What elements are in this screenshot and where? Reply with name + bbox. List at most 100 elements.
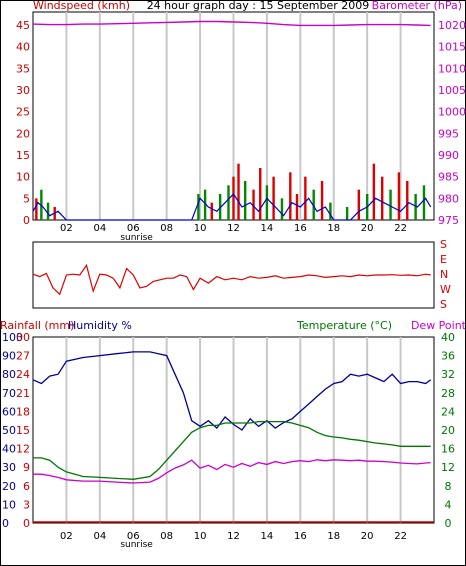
rain-y-tick-label: 9 [23,461,30,474]
temp-x-tick-label: 20 [361,531,374,542]
wind-gust-bar [345,207,349,220]
wind-gust-bar [312,189,315,220]
humidity-y-tick-label: 70 [2,387,16,400]
baro-y-tick-label: 1000 [438,106,466,119]
wind-gust-bar [203,189,207,220]
wind-gust-bar [243,181,247,220]
baro-y-tick-label: 975 [438,214,459,227]
wind-gust-bar [252,189,255,220]
wind-gust-bar [210,202,213,220]
wind-gust-bar [389,189,392,220]
wind-gust-bar [197,194,200,220]
temp-axis-title: Temperature (°C) [296,319,392,332]
dewpoint-line [33,459,431,484]
temp-x-tick-label: 06 [127,531,140,542]
wind-gust-bar [329,202,332,220]
rain-y-tick-label: 15 [16,424,30,437]
baro-y-tick-label: 985 [438,171,459,184]
temp-y-tick-label: 4 [445,498,452,511]
wind-sunrise-label: sunrise [120,233,153,243]
wind-gust-bar [280,198,284,220]
wind-y-tick-label: 20 [16,127,30,140]
temp-y-tick-label: 32 [441,368,455,381]
wind-gust-bar [422,185,426,220]
wind-gust-bar [357,189,361,220]
rain-y-tick-label: 0 [23,517,30,530]
humidity-y-tick-label: 40 [2,443,16,456]
humidity-axis-title: Humidity % [68,319,132,332]
wind-gust-bar [227,185,230,220]
wind-y-tick-label: 35 [16,62,30,75]
wind-x-tick-label: 12 [227,223,240,234]
temp-x-tick-label: 16 [294,531,307,542]
direction-compass-label: W [440,283,451,296]
wind-gust-bar [397,172,401,220]
temp-y-tick-label: 20 [441,424,455,437]
wind-y-tick-label: 45 [16,19,30,32]
wind-gust-bar [414,194,417,220]
wind-gust-bar [232,176,235,220]
direction-compass-label: S [440,238,447,251]
humidity-y-tick-label: 60 [2,405,16,418]
direction-compass-label: N [440,268,448,281]
wind-y-tick-label: 30 [16,84,30,97]
wind-gust-bar [237,163,240,220]
temp-x-tick-label: 08 [160,531,173,542]
temp-y-tick-label: 0 [445,517,452,530]
temp-x-tick-label: 12 [227,531,240,542]
rain-y-tick-label: 24 [16,368,30,381]
wind-gust-bar [372,163,376,220]
temp-y-tick-label: 8 [445,480,452,493]
wind-gust-bar [381,176,384,220]
wind-x-tick-label: 02 [60,223,73,234]
temperature-line [33,420,431,480]
baro-y-tick-label: 990 [438,149,459,162]
baro-y-tick-label: 1005 [438,84,466,97]
wind-x-tick-label: 04 [93,223,106,234]
wind-gust-bar [406,181,409,220]
temp-x-tick-label: 02 [60,531,73,542]
humidity-y-tick-label: 20 [2,480,16,493]
rain-y-tick-label: 18 [16,405,30,418]
wind-gust-bar [35,198,38,220]
wind-x-tick-label: 16 [294,223,307,234]
humidity-y-tick-label: 10 [2,498,16,511]
wind-y-tick-label: 40 [16,41,30,54]
wind-x-tick-label: 08 [160,223,173,234]
wind-average-line [32,193,432,221]
humidity-y-tick-label: 0 [2,517,9,530]
temp-x-tick-label: 22 [394,531,407,542]
wind-x-tick-label: 14 [261,223,274,234]
humidity-y-tick-label: 90 [2,350,16,363]
wind-gust-bar [295,194,299,220]
wind-gust-bar [272,176,275,220]
barometer-line [32,20,431,27]
temp-y-tick-label: 12 [441,461,455,474]
rain-axis-title: Rainfall (mm) [0,319,74,332]
temp-y-tick-label: 28 [441,387,455,400]
baro-y-tick-label: 995 [438,127,459,140]
dewpoint-axis-title: Dew Point [411,319,466,332]
wind-gust-bar [46,202,50,220]
temp-y-tick-label: 16 [441,443,455,456]
baro-y-tick-label: 980 [438,192,459,205]
humidity-y-tick-label: 30 [2,461,16,474]
baro-axis-title: Barometer (hPa) [372,0,462,12]
wind-y-tick-label: 0 [23,214,30,227]
humidity-y-tick-label: 100 [2,331,23,344]
wind-gust-bar [289,172,292,220]
wind-y-tick-label: 15 [16,149,30,162]
wind-x-tick-label: 10 [194,223,207,234]
rain-y-tick-label: 27 [16,350,30,363]
wind-y-tick-label: 10 [16,171,30,184]
wind-x-tick-label: 18 [327,223,340,234]
wind-y-tick-label: 25 [16,106,30,119]
wind-gust-bar [320,181,324,220]
wind-gust-bar [304,176,307,220]
wind-y-tick-label: 5 [23,192,30,205]
wind-x-tick-label: 22 [394,223,407,234]
direction-compass-label: S [440,298,447,311]
rain-y-tick-label: 12 [16,443,30,456]
rain-y-tick-label: 30 [16,331,30,344]
